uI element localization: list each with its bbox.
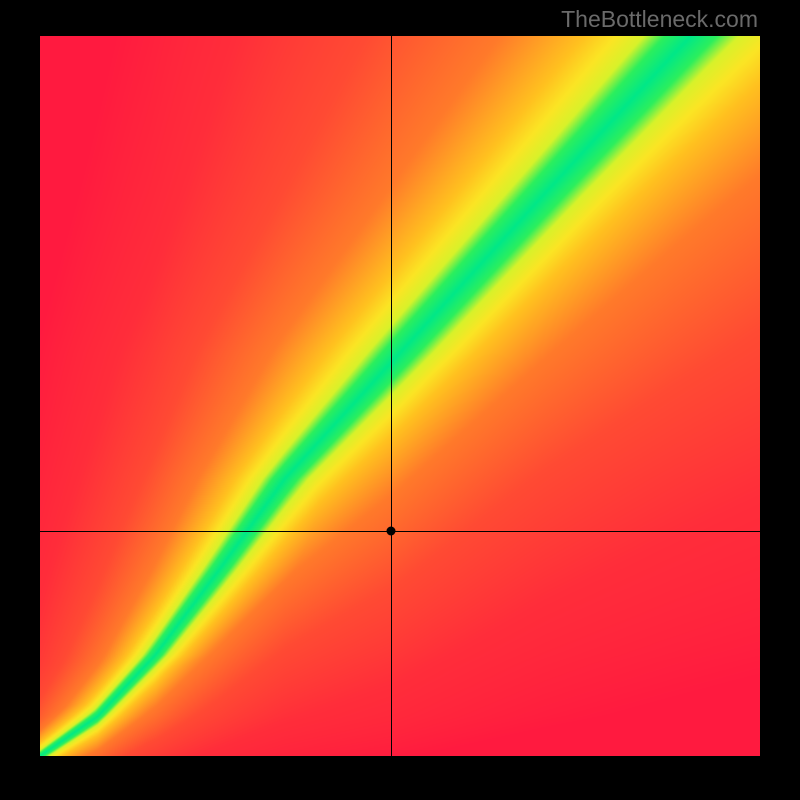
- plot-area: [40, 36, 760, 756]
- crosshair-vertical: [391, 36, 392, 756]
- crosshair-horizontal: [40, 531, 760, 532]
- crosshair-marker: [386, 527, 395, 536]
- heatmap-canvas: [40, 36, 760, 756]
- watermark-text: TheBottleneck.com: [561, 6, 758, 33]
- chart-root: TheBottleneck.com: [0, 0, 800, 800]
